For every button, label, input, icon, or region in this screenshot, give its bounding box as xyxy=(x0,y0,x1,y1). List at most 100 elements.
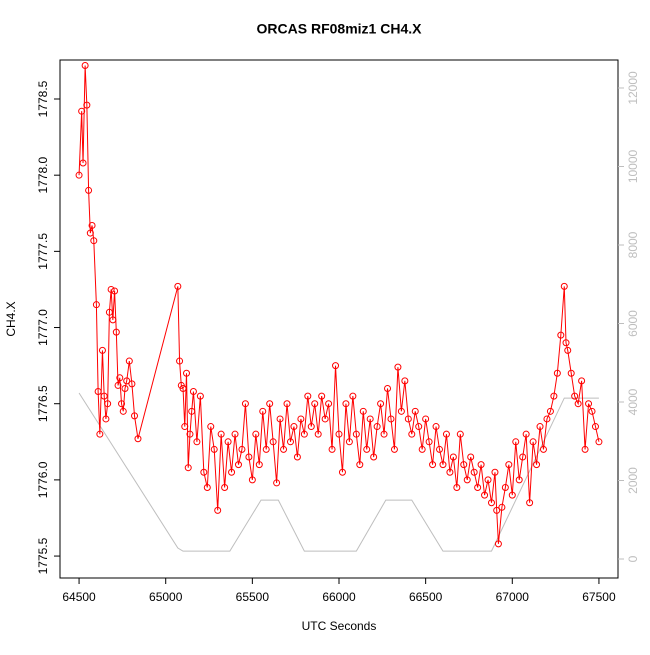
point xyxy=(588,407,596,415)
point xyxy=(415,423,423,431)
point xyxy=(557,331,565,339)
point xyxy=(104,400,112,408)
point xyxy=(105,308,113,316)
y2-tick-label: 10000 xyxy=(626,149,640,183)
point xyxy=(262,445,270,453)
point xyxy=(526,499,534,507)
y-tick-label: 1775.5 xyxy=(36,537,50,574)
point xyxy=(112,328,120,336)
point xyxy=(224,438,232,446)
point xyxy=(217,430,225,438)
point xyxy=(307,423,315,431)
point xyxy=(338,468,346,476)
plot-frame xyxy=(59,59,619,579)
point xyxy=(214,506,222,514)
point xyxy=(119,407,127,415)
point xyxy=(111,287,119,295)
point xyxy=(314,430,322,438)
point xyxy=(498,503,506,511)
y2-tick-label: 8000 xyxy=(626,231,640,258)
point xyxy=(585,400,593,408)
point xyxy=(493,506,501,514)
point xyxy=(366,415,374,423)
point xyxy=(78,107,86,115)
point xyxy=(377,400,385,408)
point xyxy=(390,445,398,453)
point xyxy=(539,445,547,453)
x-tick-label: 64500 xyxy=(62,590,96,604)
point xyxy=(228,468,236,476)
point xyxy=(241,400,249,408)
point xyxy=(474,484,482,492)
point xyxy=(553,369,561,377)
series-line xyxy=(78,65,600,544)
y-tick-label: 1776.5 xyxy=(36,385,50,422)
point xyxy=(401,377,409,385)
point xyxy=(92,301,100,309)
y-tick-label: 1777.0 xyxy=(36,309,50,346)
point xyxy=(543,415,551,423)
point xyxy=(505,461,513,469)
y2-tick-label: 2000 xyxy=(626,467,640,494)
point xyxy=(446,468,454,476)
point xyxy=(128,380,136,388)
point xyxy=(422,415,430,423)
point xyxy=(86,229,94,237)
point xyxy=(515,476,523,484)
point xyxy=(221,484,229,492)
y2-tick-label: 6000 xyxy=(626,310,640,337)
point xyxy=(487,499,495,507)
point xyxy=(107,285,115,293)
point xyxy=(116,374,124,382)
x-axis-label: UTC Seconds xyxy=(302,619,377,633)
point xyxy=(522,430,530,438)
x-tick-label: 65500 xyxy=(236,590,270,604)
point xyxy=(273,479,281,487)
point xyxy=(404,415,412,423)
point xyxy=(123,377,131,385)
point xyxy=(467,453,475,461)
point xyxy=(276,415,284,423)
point xyxy=(411,407,419,415)
point xyxy=(546,407,554,415)
point xyxy=(176,357,184,365)
point xyxy=(429,461,437,469)
point xyxy=(184,464,192,472)
x-tick-label: 66000 xyxy=(322,590,356,604)
point xyxy=(125,357,133,365)
point xyxy=(304,392,312,400)
point xyxy=(203,484,211,492)
point xyxy=(394,363,402,371)
point xyxy=(352,430,360,438)
y2-tick-label: 12000 xyxy=(626,71,640,105)
point xyxy=(418,445,426,453)
point xyxy=(370,453,378,461)
point xyxy=(484,476,492,484)
point xyxy=(118,400,126,408)
point xyxy=(102,415,110,423)
point xyxy=(536,423,544,431)
point xyxy=(380,430,388,438)
point xyxy=(387,415,395,423)
point xyxy=(79,159,87,167)
point xyxy=(332,362,340,370)
point xyxy=(408,430,416,438)
point xyxy=(269,438,277,446)
point xyxy=(179,384,187,392)
point xyxy=(397,407,405,415)
point xyxy=(463,476,471,484)
point xyxy=(300,430,308,438)
point xyxy=(255,461,263,469)
point xyxy=(460,461,468,469)
point xyxy=(290,423,298,431)
y2-tick-label: 4000 xyxy=(626,388,640,415)
point xyxy=(245,453,253,461)
point xyxy=(494,540,502,548)
point xyxy=(564,346,572,354)
point xyxy=(200,468,208,476)
point xyxy=(90,237,98,245)
point xyxy=(491,468,499,476)
y-axis-label: CH4.X xyxy=(4,301,18,336)
y2-tick-label: 0 xyxy=(626,555,640,562)
